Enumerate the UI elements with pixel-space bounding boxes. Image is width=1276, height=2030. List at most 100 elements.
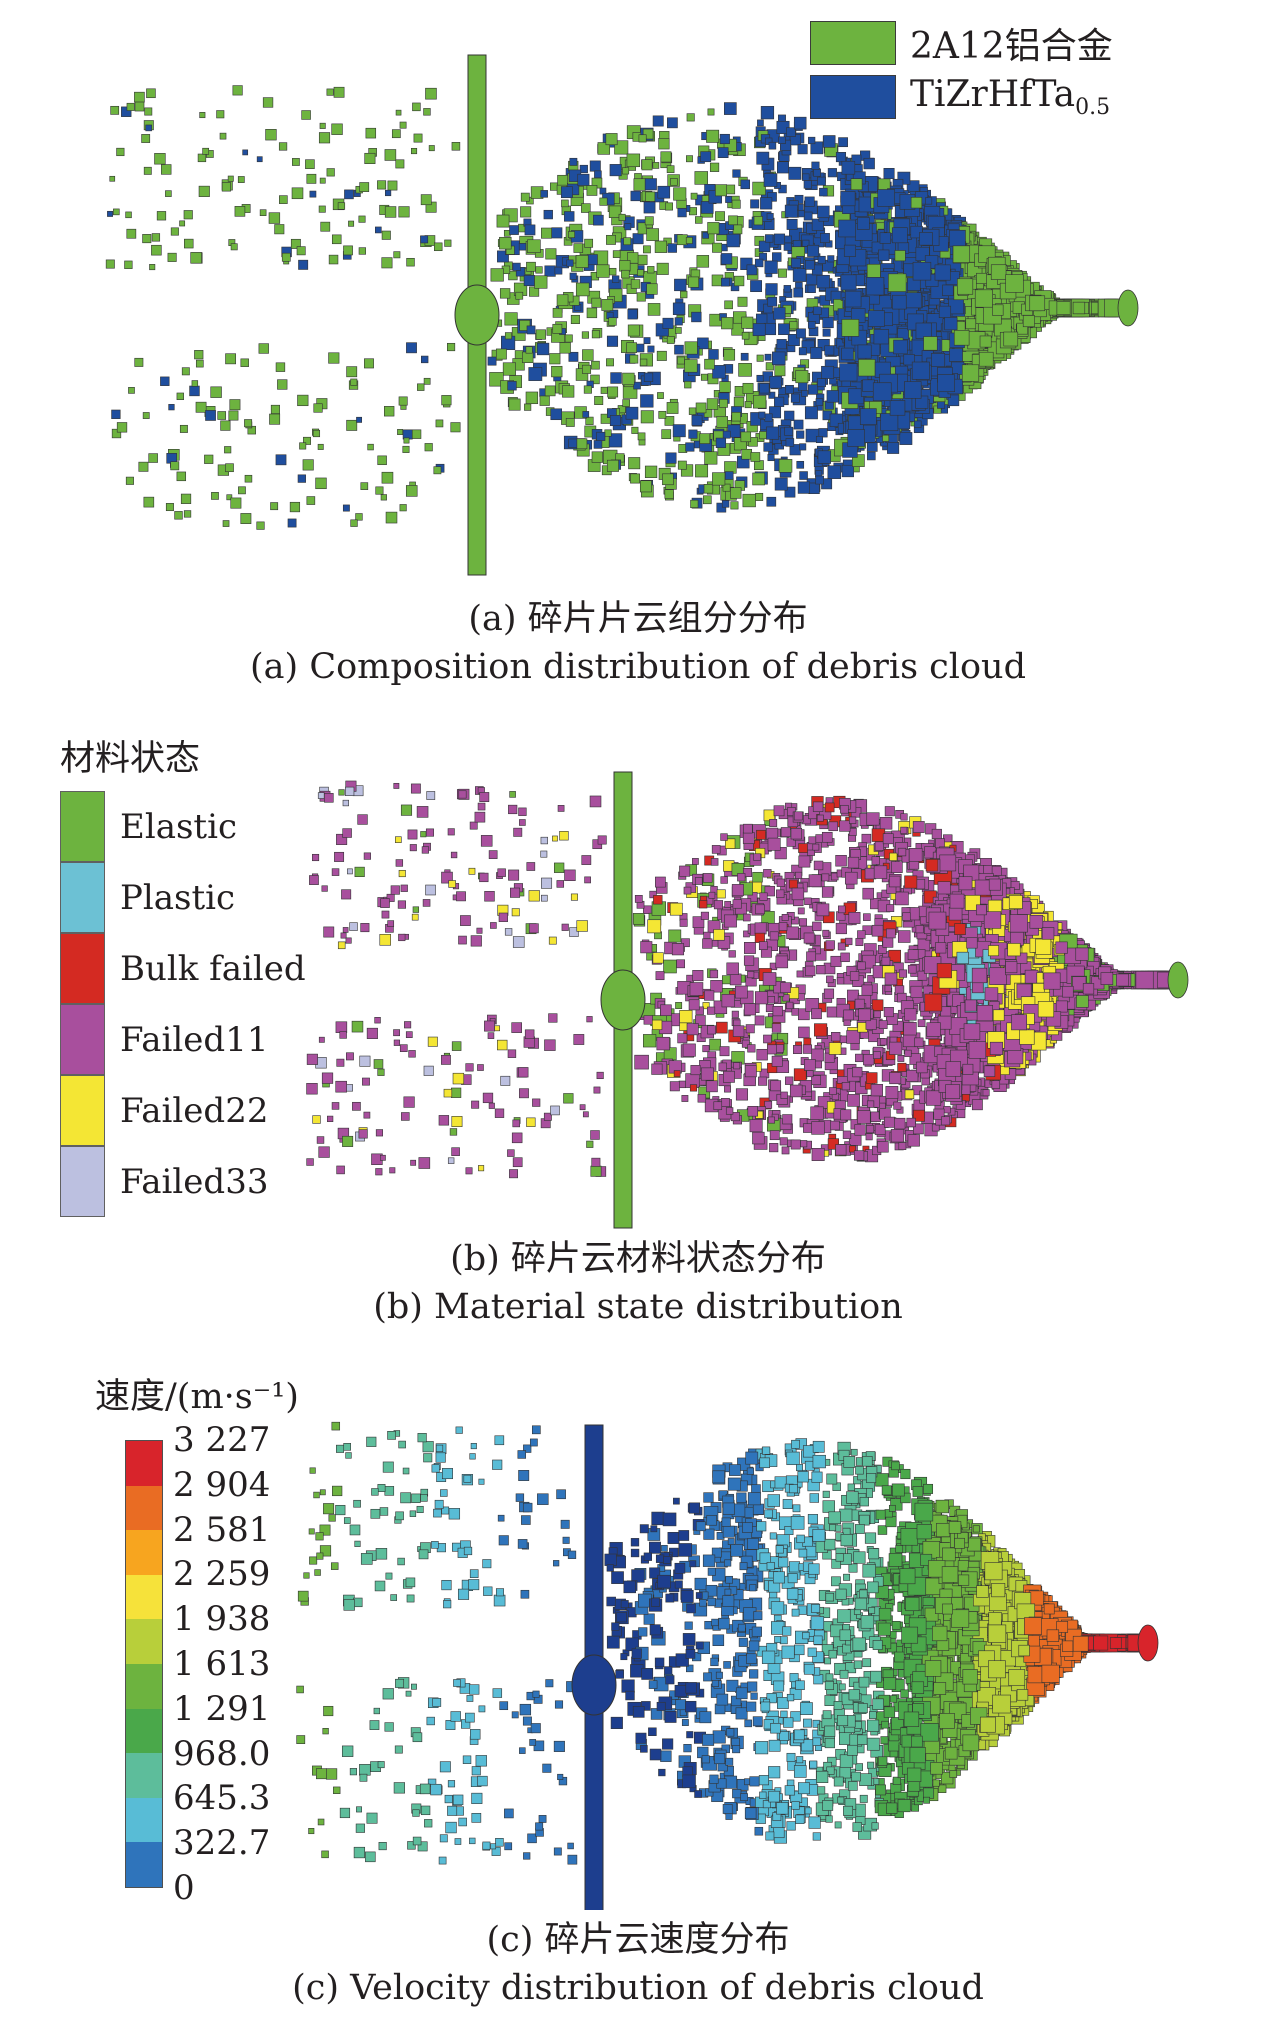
debris-fragment xyxy=(802,173,810,181)
debris-fragment xyxy=(365,127,377,139)
debris-fragment xyxy=(296,246,306,256)
debris-fragment xyxy=(141,134,151,143)
debris-fragment xyxy=(624,223,632,231)
debris-fragment xyxy=(666,402,679,414)
debris-fragment xyxy=(552,307,563,318)
debris-fragment xyxy=(706,129,720,143)
debris-fragment xyxy=(750,280,763,293)
debris-fragment xyxy=(441,395,452,406)
debris-fragment xyxy=(721,277,730,287)
debris-fragment xyxy=(550,1105,560,1116)
debris-fragment xyxy=(568,438,578,448)
debris-fragment xyxy=(393,782,400,789)
debris-fragment xyxy=(225,463,234,473)
debris-fragment xyxy=(841,347,854,361)
debris-fragment xyxy=(496,214,510,228)
debris-fragment xyxy=(684,359,698,373)
debris-fragment xyxy=(645,191,656,202)
debris-fragment xyxy=(375,226,382,234)
debris-fragment xyxy=(134,357,144,367)
debris-fragment xyxy=(409,844,417,852)
debris-fragment xyxy=(105,259,115,269)
debris-fragment xyxy=(349,922,358,931)
debris-fragment xyxy=(799,443,807,451)
debris-fragment xyxy=(195,401,207,413)
debris-fragment xyxy=(510,887,521,898)
debris-fragment xyxy=(695,464,709,478)
debris-fragment xyxy=(586,1140,594,1148)
debris-fragment xyxy=(643,905,652,914)
debris-fragment xyxy=(606,459,619,472)
debris-fragment xyxy=(379,934,391,946)
debris-fragment xyxy=(606,358,614,367)
debris-fragment xyxy=(167,252,177,262)
debris-fragment xyxy=(359,1055,371,1067)
debris-fragment xyxy=(976,272,988,284)
debris-fragment xyxy=(722,430,731,439)
debris-fragment xyxy=(591,1157,601,1167)
debris-fragment xyxy=(1056,301,1071,315)
debris-fragment xyxy=(224,446,232,454)
debris-fragment xyxy=(783,242,792,251)
debris-fragment xyxy=(752,323,766,337)
debris-fragment xyxy=(817,378,826,388)
debris-fragment xyxy=(421,355,429,364)
debris-fragment xyxy=(893,339,908,355)
debris-fragment xyxy=(903,354,915,366)
debris-fragment xyxy=(669,1081,680,1092)
debris-fragment xyxy=(126,102,135,111)
debris-fragment xyxy=(380,494,387,501)
debris-fragment xyxy=(752,871,763,883)
debris-fragment xyxy=(174,511,183,520)
debris-fragment xyxy=(107,210,113,217)
debris-fragment xyxy=(358,215,366,223)
debris-fragment xyxy=(540,894,548,902)
debris-fragment xyxy=(937,374,955,393)
debris-fragment xyxy=(525,391,539,405)
debris-fragment xyxy=(393,1029,400,1037)
debris-fragment xyxy=(540,850,548,858)
debris-fragment xyxy=(804,406,818,420)
debris-fragment xyxy=(234,206,246,217)
debris-fragment xyxy=(362,1077,370,1086)
debris-fragment xyxy=(670,178,678,186)
debris-fragment xyxy=(634,895,643,903)
material-state-plot xyxy=(306,771,1189,1229)
debris-fragment xyxy=(702,495,712,505)
debris-fragment xyxy=(420,235,429,244)
debris-fragment xyxy=(226,494,233,501)
debris-fragment xyxy=(672,424,686,438)
debris-fragment xyxy=(545,248,557,260)
debris-fragment xyxy=(791,1008,799,1016)
debris-fragment xyxy=(652,115,664,127)
debris-fragment xyxy=(769,375,782,389)
debris-fragment xyxy=(731,322,744,336)
debris-fragment xyxy=(676,234,688,246)
debris-fragment xyxy=(763,322,777,336)
debris-fragment xyxy=(647,303,661,316)
debris-fragment xyxy=(688,207,697,216)
debris-fragment xyxy=(425,884,436,896)
debris-fragment xyxy=(882,434,890,442)
debris-fragment xyxy=(784,410,795,421)
debris-fragment xyxy=(387,920,395,927)
debris-fragment xyxy=(777,268,787,278)
debris-fragment xyxy=(759,431,768,440)
debris-fragment xyxy=(586,185,598,196)
debris-fragment xyxy=(838,219,856,238)
debris-fragment xyxy=(609,267,617,276)
debris-fragment xyxy=(822,328,831,337)
debris-fragment xyxy=(606,234,616,245)
debris-fragment xyxy=(421,846,429,854)
debris-fragment xyxy=(741,448,752,460)
debris-fragment xyxy=(674,317,683,326)
debris-fragment xyxy=(458,935,467,945)
debris-fragment xyxy=(771,1023,782,1033)
debris-fragment xyxy=(451,1087,462,1098)
debris-fragment xyxy=(695,402,707,414)
debris-fragment xyxy=(732,224,743,235)
debris-fragment xyxy=(593,1086,601,1094)
debris-fragment xyxy=(477,1064,484,1071)
debris-fragment xyxy=(594,395,604,405)
debris-fragment xyxy=(719,133,730,145)
